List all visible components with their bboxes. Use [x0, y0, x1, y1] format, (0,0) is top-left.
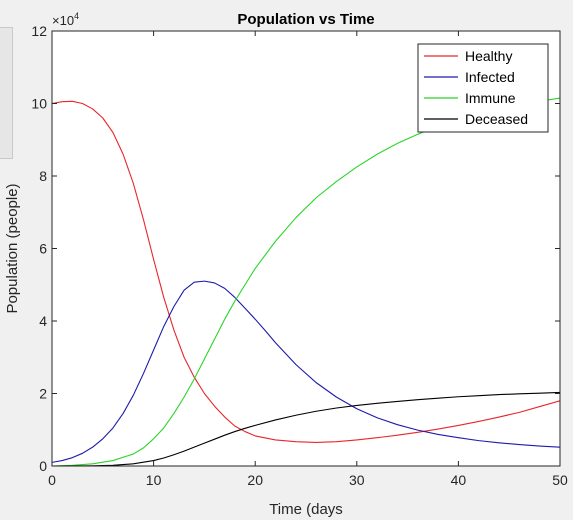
axes-layer: 0 10 20 30 40 50 0 2 4 6 8 10 12 [31, 23, 568, 488]
x-tick-label: 30 [349, 472, 365, 488]
x-axis-label: Time (days [269, 501, 343, 518]
series-line-healthy [52, 100, 560, 443]
y-exponent-power: 4 [74, 11, 79, 21]
legend-label-deceased: Deceased [465, 111, 528, 127]
y-tick-label: 6 [39, 241, 47, 257]
y-tick-label: 2 [39, 386, 47, 402]
y-exponent-base: ×10 [52, 13, 74, 28]
legend-label-immune: Immune [465, 90, 516, 106]
legend-box [417, 43, 549, 133]
y-tick-label: 0 [39, 458, 47, 474]
series-line-infected [52, 280, 560, 463]
y-tick-label: 12 [31, 23, 47, 39]
y-tick-label: 10 [31, 96, 47, 112]
y-axis-label: Population (people) [4, 183, 21, 313]
side-panel [0, 27, 13, 159]
y-tick-label: 8 [39, 168, 47, 184]
legend-label-infected: Infected [465, 69, 515, 85]
y-tick-label: 4 [39, 313, 47, 329]
y-exponent-label: ×104 [52, 11, 79, 28]
legend: Healthy Infected Immune Deceased [417, 43, 549, 133]
x-tick-label: 10 [146, 472, 162, 488]
legend-label-healthy: Healthy [465, 48, 512, 64]
x-tick-label: 40 [451, 472, 467, 488]
chart-title: Population vs Time [237, 11, 374, 28]
x-tick-label: 20 [247, 472, 263, 488]
series-line-deceased [52, 391, 560, 466]
x-tick-label: 50 [552, 472, 568, 488]
x-tick-label: 0 [48, 472, 56, 488]
